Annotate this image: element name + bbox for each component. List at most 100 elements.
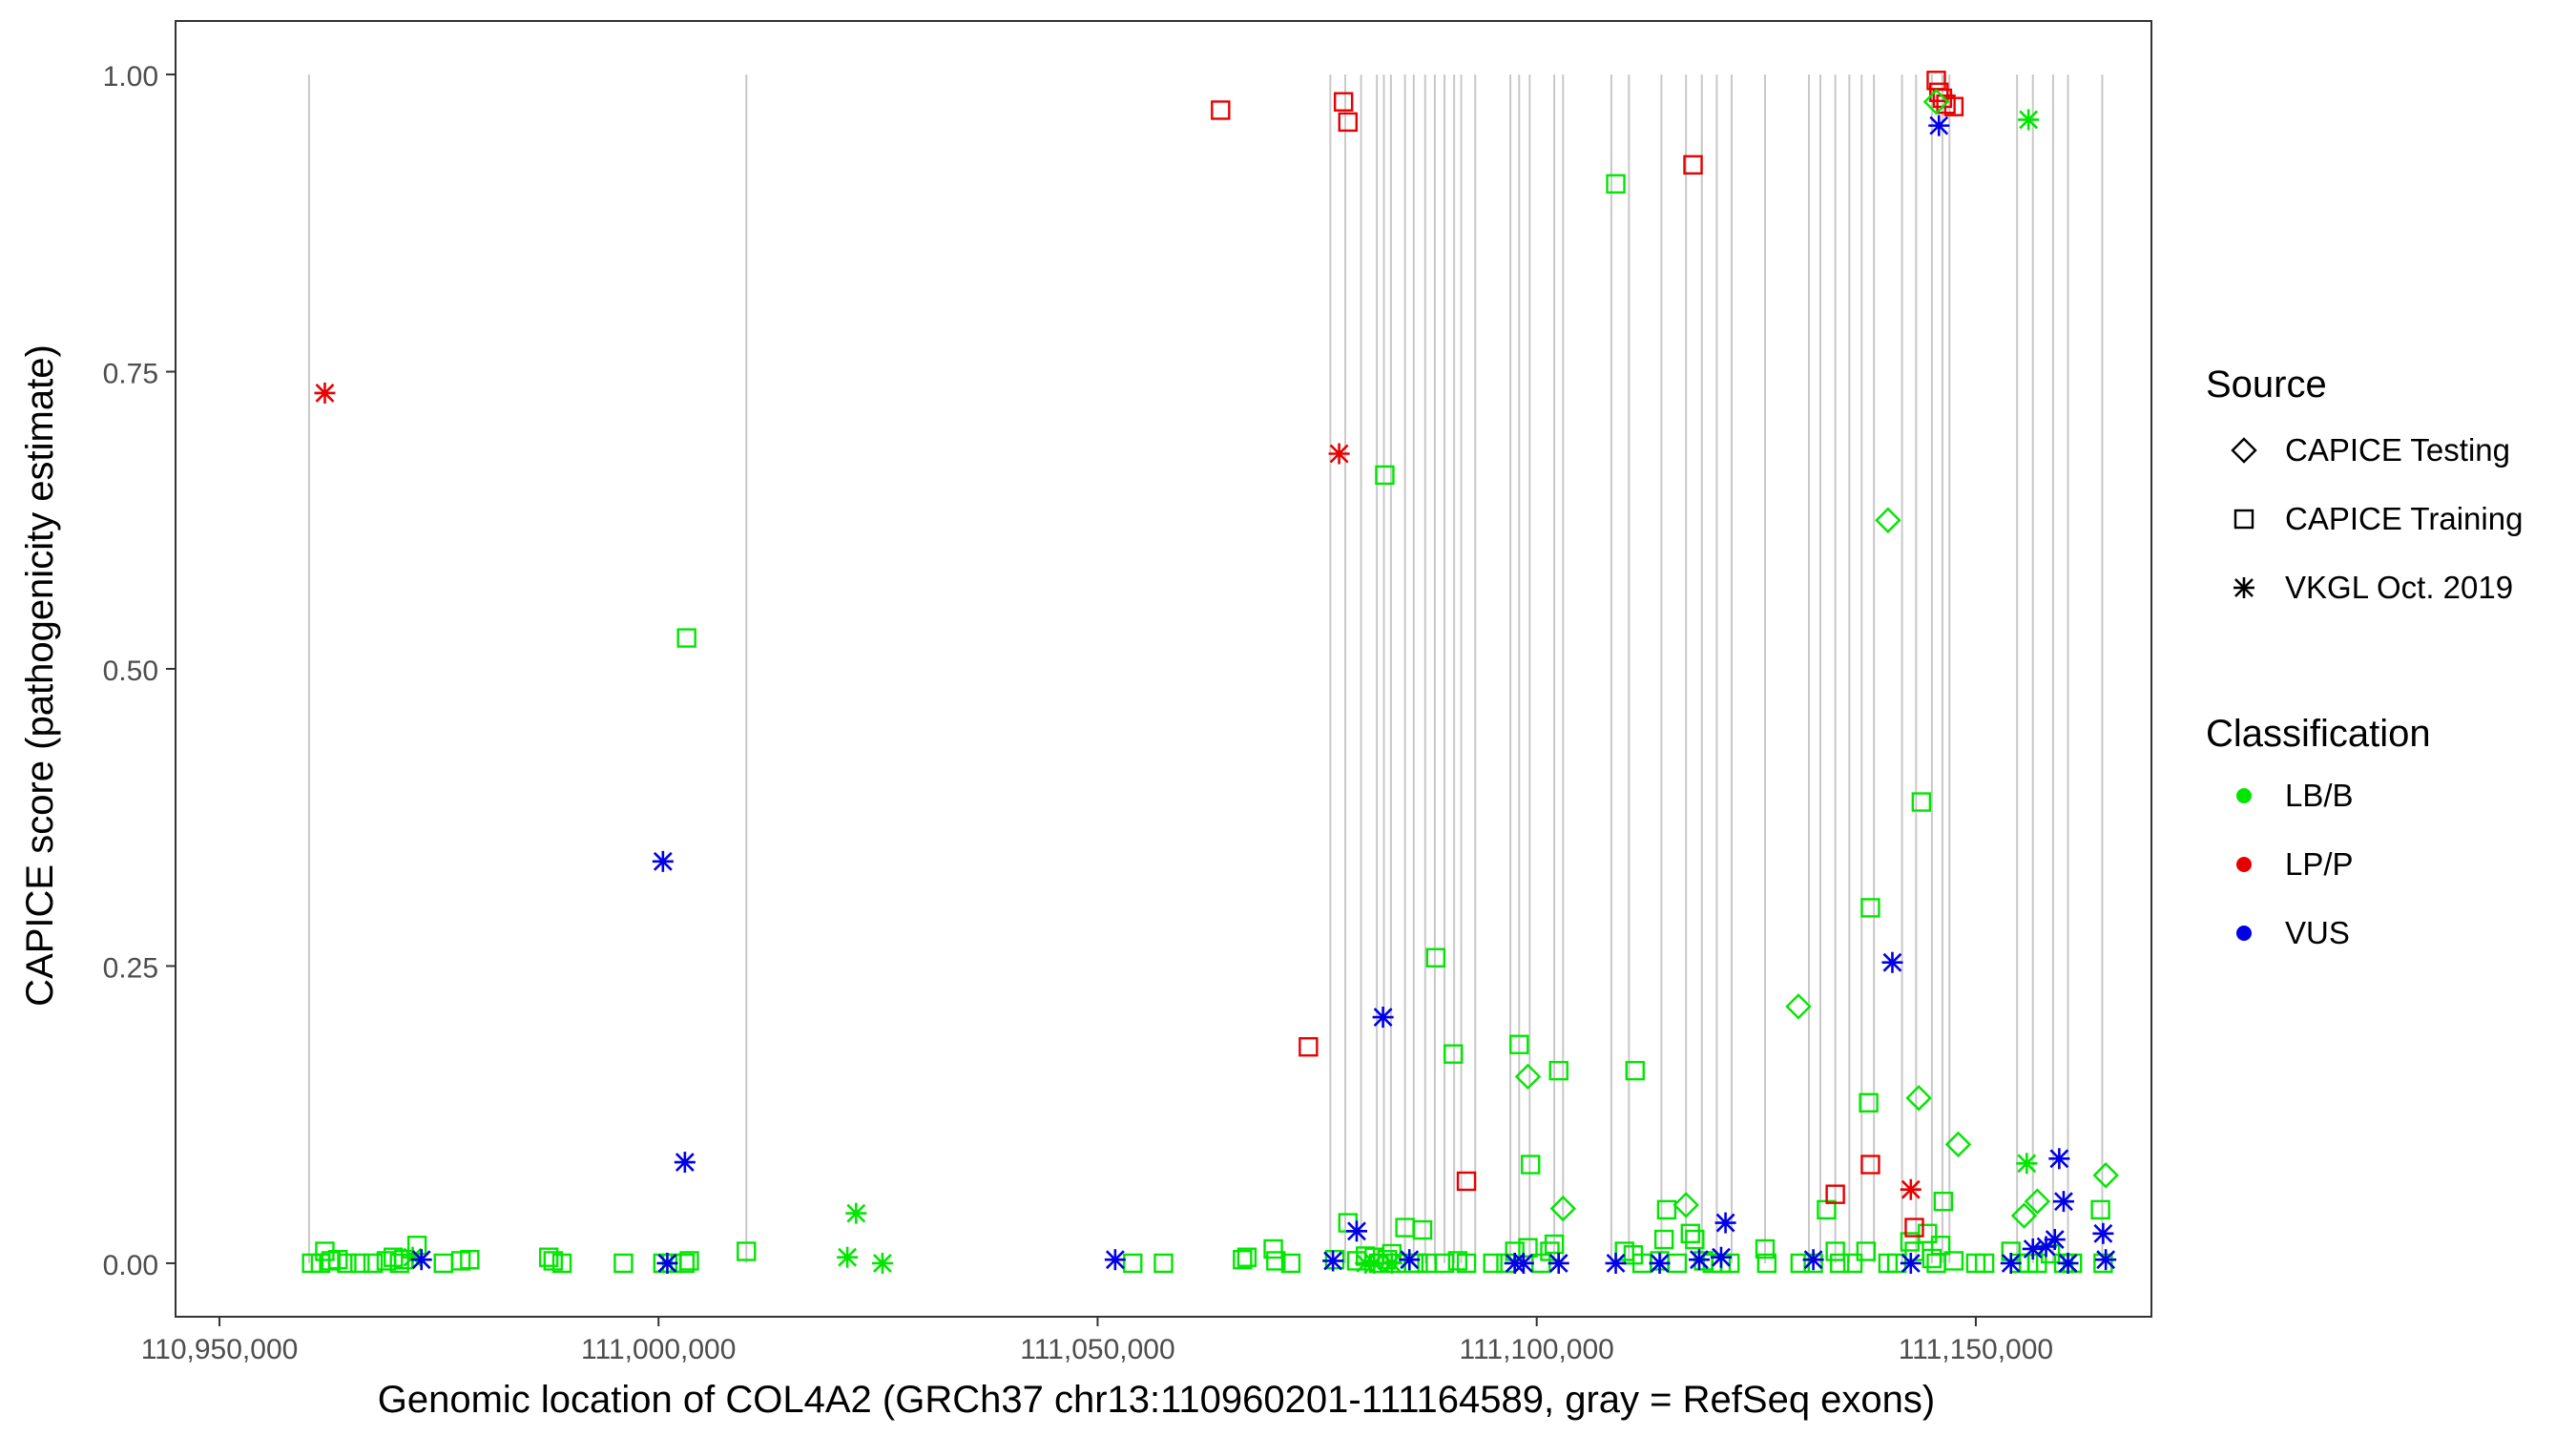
point-training [1540, 1241, 1560, 1261]
point-vkgl [2092, 1222, 2114, 1244]
point-training [1483, 1253, 1503, 1274]
point-training [1425, 947, 1446, 968]
y-tick-label: 1.00 [103, 61, 158, 93]
point-training [1375, 465, 1395, 486]
point-training [1123, 1253, 1143, 1274]
axes: Genomic location of COL4A2 (GRCh37 chr13… [19, 61, 2053, 1421]
point-vkgl [1328, 443, 1350, 465]
point-testing [1549, 1195, 1576, 1222]
point-testing [1944, 1131, 1972, 1158]
point-testing [1922, 89, 1950, 115]
point-training [1521, 1155, 1541, 1175]
point-training [1211, 100, 1231, 120]
point-training [1236, 1247, 1257, 1267]
point-training [1904, 1217, 1924, 1238]
point-training [1518, 1238, 1538, 1258]
y-tick-label: 0.50 [103, 656, 158, 687]
point-training [384, 1247, 404, 1267]
point-training [1444, 1044, 1464, 1064]
point-training [1943, 96, 1964, 116]
x-tick-label: 110,950,000 [141, 1334, 299, 1365]
data-points [301, 71, 2119, 1274]
point-training [1683, 155, 1703, 175]
x-axis-title: Genomic location of COL4A2 (GRCh37 chr13… [378, 1379, 1935, 1421]
point-training [2093, 1253, 2113, 1274]
point-training [1756, 1253, 1777, 1274]
point-training [1456, 1171, 1477, 1192]
point-training [1685, 1229, 1705, 1250]
y-tick-label: 0.00 [103, 1250, 158, 1281]
legend-label-classification: LP/P [2285, 846, 2354, 882]
point-training [1625, 1060, 1645, 1081]
point-training [676, 628, 696, 648]
point-vkgl [2044, 1229, 2066, 1251]
point-training [1266, 1251, 1286, 1271]
point-testing [1672, 1192, 1699, 1218]
point-training [1434, 1253, 1455, 1274]
legend-label-source: VKGL Oct. 2019 [2285, 570, 2513, 605]
legend-title-classification: Classification [2206, 713, 2431, 755]
point-training [1842, 1253, 1863, 1274]
point-training [1943, 1251, 1964, 1271]
point-training [1153, 1253, 1174, 1274]
legend-title-source: Source [2206, 364, 2327, 406]
x-tick-label: 111,150,000 [1899, 1334, 2053, 1365]
legend-key-diamond [2231, 437, 2257, 464]
y-tick-label: 0.25 [103, 952, 158, 984]
point-training [1412, 1219, 1433, 1240]
point-vkgl [1399, 1249, 1421, 1271]
legend-key-asterisk [2233, 577, 2254, 598]
point-training [1338, 112, 1358, 133]
legend-key-dot [2236, 926, 2252, 941]
point-training [1456, 1253, 1477, 1274]
point-training [613, 1253, 634, 1274]
point-training [1929, 82, 1949, 102]
point-vkgl [2018, 109, 2040, 131]
legend-key-dot [2236, 857, 2252, 872]
legend-key-square [2233, 509, 2254, 530]
point-vkgl [2000, 1252, 2022, 1274]
point-training [1918, 1223, 1938, 1243]
point-testing [2024, 1188, 2051, 1215]
point-vkgl [1372, 1007, 1394, 1029]
point-vkgl [1900, 1252, 1922, 1274]
point-vkgl [1900, 1178, 1922, 1200]
point-training [1333, 92, 1354, 112]
legend-key-dot [2236, 788, 2252, 803]
point-training [1680, 1223, 1700, 1243]
point-training [337, 1253, 357, 1274]
point-vkgl [2016, 1153, 2038, 1175]
point-vkgl [1548, 1252, 1569, 1274]
point-vkgl [2048, 1148, 2070, 1170]
point-training [1974, 1253, 1995, 1274]
point-vkgl [1802, 1249, 1824, 1271]
point-training [551, 1253, 572, 1274]
x-tick-label: 111,050,000 [1020, 1334, 1174, 1365]
x-tick-label: 111,000,000 [581, 1334, 736, 1365]
point-training [1233, 1249, 1253, 1270]
point-training [1825, 1241, 1845, 1261]
point-testing [2092, 1162, 2119, 1189]
point-vkgl [1688, 1249, 1710, 1271]
point-vkgl [837, 1246, 859, 1268]
point-training [321, 1251, 342, 1271]
point-training [1933, 1191, 1954, 1212]
legend-label-classification: VUS [2285, 915, 2350, 950]
plot-background [176, 21, 2151, 1317]
exon-lines [307, 74, 2104, 1263]
point-training [1911, 792, 1932, 812]
point-training [1860, 898, 1880, 918]
point-training [737, 1241, 757, 1261]
point-training [1509, 1034, 1529, 1054]
point-vkgl [1649, 1252, 1671, 1274]
point-vkgl [652, 850, 674, 872]
point-training [1606, 174, 1626, 194]
point-training [1280, 1253, 1301, 1274]
point-training [363, 1253, 384, 1274]
point-testing [1905, 1085, 1932, 1112]
point-vkgl [1381, 1252, 1402, 1274]
legend-label-classification: LB/B [2285, 778, 2354, 813]
y-axis-title: CAPICE score (pathogenicity estimate) [19, 344, 61, 1007]
point-vkgl [2057, 1252, 2079, 1274]
point-training [350, 1253, 370, 1274]
